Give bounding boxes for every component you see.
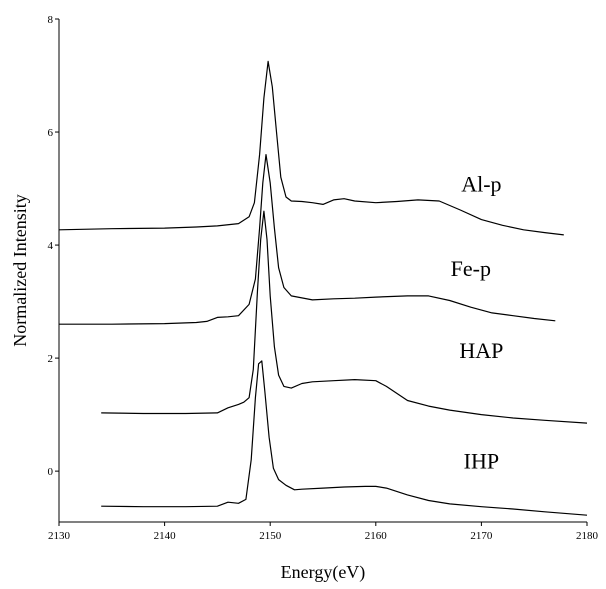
series-label-hap: HAP <box>459 338 503 363</box>
series-line-fe-p <box>59 154 556 325</box>
plot-area <box>58 60 588 516</box>
x-tick-label: 2160 <box>365 530 388 542</box>
series-line-ihp <box>101 360 588 516</box>
series-label-fe-p: Fe-p <box>451 256 491 281</box>
series-line-al-p <box>58 60 564 236</box>
tick-labels: 2130 2140 2150 2160 2170 2180 0 2 4 6 8 <box>48 14 599 542</box>
y-tick-label: 6 <box>48 127 54 139</box>
y-axis-title: Normalized Intensity <box>10 194 30 346</box>
x-axis-title: Energy(eV) <box>281 562 366 583</box>
x-tick-label: 2180 <box>576 530 599 542</box>
x-tick-label: 2150 <box>259 530 282 542</box>
series-labels: Al-p Fe-p HAP IHP <box>451 171 504 473</box>
tick-marks <box>55 18 588 526</box>
series-label-al-p: Al-p <box>461 171 501 196</box>
y-tick-label: 2 <box>48 353 54 365</box>
y-tick-label: 8 <box>48 14 54 26</box>
y-tick-label: 0 <box>48 466 54 478</box>
x-tick-label: 2140 <box>154 530 177 542</box>
series-line-hap <box>101 210 588 424</box>
y-tick-label: 4 <box>48 240 54 252</box>
series-label-ihp: IHP <box>464 448 499 473</box>
axes <box>58 19 587 523</box>
x-tick-label: 2130 <box>48 530 71 542</box>
x-tick-label: 2170 <box>470 530 493 542</box>
